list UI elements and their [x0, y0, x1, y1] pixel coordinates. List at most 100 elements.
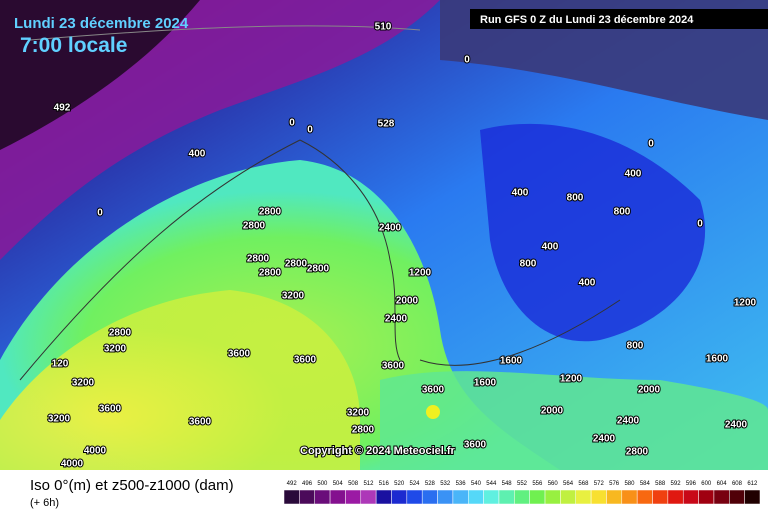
contour-label: 2800 [352, 425, 375, 436]
colorbar-swatch [590, 489, 607, 505]
contour-label: 3200 [72, 378, 95, 389]
contour-label: 2400 [385, 314, 408, 325]
contour-label: 3600 [382, 361, 405, 372]
colorbar-swatch [468, 489, 484, 505]
contour-label: 1200 [409, 268, 432, 279]
colorbar-label: 548 [502, 481, 513, 487]
colorbar-swatch [560, 489, 576, 505]
colorbar-swatch [575, 489, 592, 505]
contour-label: 0 [307, 125, 313, 136]
contour-label: 2000 [638, 385, 661, 396]
colorbar-swatch [652, 489, 669, 505]
contour-label: 2000 [541, 406, 564, 417]
contour-label: 2400 [379, 223, 402, 234]
contour-label: 0 [97, 208, 103, 219]
colorbar-label: 588 [655, 481, 666, 487]
colorbar-label: 560 [548, 481, 559, 487]
colorbar-swatch [667, 489, 684, 505]
colorbar-label: 496 [302, 481, 313, 487]
colorbar-label: 564 [563, 481, 574, 487]
colorbar-swatch [283, 489, 300, 505]
contour-label: 1600 [500, 356, 523, 367]
contour-label: 2800 [247, 254, 270, 265]
colorbar-label: 540 [471, 481, 482, 487]
contour-label: 800 [567, 193, 584, 204]
contour-label: 0 [697, 219, 703, 230]
contour-label: 400 [579, 278, 596, 289]
colorbar-label: 592 [671, 481, 682, 487]
contour-label: 3600 [228, 349, 251, 360]
contour-label: 3600 [464, 440, 487, 451]
colorbar-swatch [421, 489, 438, 505]
colorbar-swatch [314, 489, 331, 505]
colorbar-swatch [452, 489, 469, 505]
colorbar-swatch [360, 489, 377, 505]
colorbar-label: 516 [379, 481, 390, 487]
contour-label: 3600 [422, 385, 445, 396]
colorbar-swatch [698, 489, 715, 505]
colorbar-label: 536 [456, 481, 467, 487]
legend-lead: (+ 6h) [30, 497, 59, 509]
contour-label: 3200 [347, 408, 370, 419]
contour-label: 3600 [99, 404, 122, 415]
contour-label: 2800 [259, 268, 282, 279]
contour-label: 0 [648, 139, 654, 150]
colorbar-swatch [682, 489, 699, 505]
contour-label: 800 [520, 259, 537, 270]
contour-label: 3600 [294, 355, 317, 366]
colorbar-label: 576 [609, 481, 620, 487]
colorbar-swatch [621, 489, 638, 505]
contour-label: 2800 [285, 259, 308, 270]
contour-label: 3600 [189, 417, 212, 428]
colorbar-label: 508 [348, 481, 359, 487]
contour-label: 400 [189, 149, 206, 160]
colorbar-swatch [498, 489, 515, 505]
colorbar-label: 596 [686, 481, 697, 487]
colorbar-swatch [483, 489, 500, 505]
colorbar-label: 524 [410, 481, 421, 487]
colorbar-label: 568 [578, 481, 589, 487]
contour-label: 2400 [593, 434, 616, 445]
contour-label: 510 [375, 22, 392, 33]
colorbar-label: 512 [363, 481, 374, 487]
contour-label: 2000 [396, 296, 419, 307]
colorbar-label: 504 [333, 481, 344, 487]
contour-label: 1600 [474, 378, 497, 389]
colorbar-label: 544 [486, 481, 497, 487]
contour-label: 492 [54, 103, 71, 114]
colorbar-swatch [437, 489, 454, 505]
contour-label: 400 [625, 169, 642, 180]
colorbar-label: 500 [317, 481, 328, 487]
contour-label: 4000 [61, 459, 84, 470]
colorbar-label: 612 [747, 481, 758, 487]
contour-label: 0 [289, 118, 295, 129]
contour-label: 1200 [734, 298, 757, 309]
colorbar-swatch [744, 489, 761, 505]
contour-label: 400 [512, 188, 529, 199]
contour-label: 1200 [560, 374, 583, 385]
contour-label: 4000 [84, 446, 107, 457]
contour-label: 2800 [307, 264, 330, 275]
contour-label: 400 [542, 242, 559, 253]
colorbar-swatch [529, 489, 546, 505]
colorbar-label: 580 [624, 481, 635, 487]
contour-label: 2800 [626, 447, 649, 458]
colorbar-swatch [375, 489, 392, 505]
contour-label: 2800 [243, 221, 266, 232]
contour-label: 3200 [104, 344, 127, 355]
colorbar-swatch [544, 489, 561, 505]
time-title: 7:00 locale [20, 34, 127, 57]
colorbar-label: 492 [287, 481, 298, 487]
colorbar-label: 604 [717, 481, 728, 487]
colorbar: 492 496 500 504 508 512 516 520 524 528 532 536 540 5… [283, 481, 761, 505]
contour-label: 2400 [725, 420, 748, 431]
colorbar-swatch [713, 489, 730, 505]
date-title: Lundi 23 décembre 2024 [14, 15, 189, 32]
contour-label: 2800 [259, 207, 282, 218]
contour-label: 120 [52, 359, 69, 370]
colorbar-swatch [299, 489, 315, 505]
colorbar-label: 532 [440, 481, 451, 487]
colorbar-label: 600 [701, 481, 712, 487]
